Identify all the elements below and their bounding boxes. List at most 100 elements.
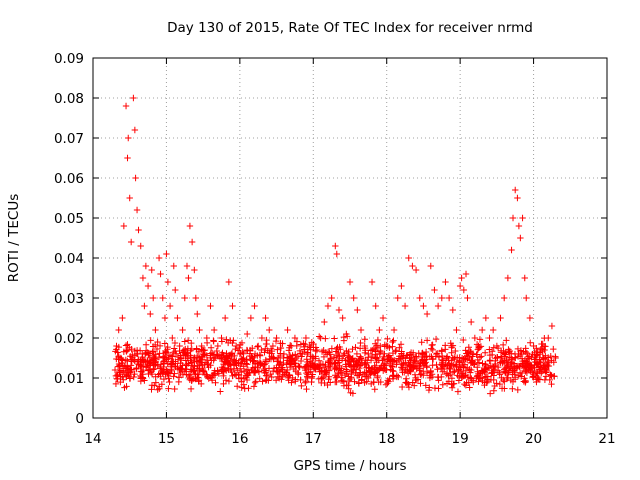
data-point xyxy=(497,314,504,322)
data-point xyxy=(177,354,185,362)
data-point xyxy=(434,366,441,373)
data-point xyxy=(242,372,250,379)
data-point xyxy=(324,302,332,310)
data-point xyxy=(218,334,225,342)
data-point xyxy=(199,365,207,373)
data-point xyxy=(381,362,388,369)
data-point xyxy=(321,318,328,326)
data-point xyxy=(534,350,541,358)
data-point xyxy=(152,379,160,386)
data-point xyxy=(183,262,191,270)
data-point xyxy=(365,350,372,358)
data-point xyxy=(442,278,449,286)
data-point xyxy=(284,373,292,380)
data-point xyxy=(252,378,259,385)
data-point xyxy=(352,344,359,351)
data-point xyxy=(144,282,152,290)
data-point xyxy=(399,361,407,369)
data-point xyxy=(280,350,288,358)
data-point xyxy=(423,337,431,344)
data-points xyxy=(111,94,559,397)
data-point xyxy=(186,376,194,383)
data-point xyxy=(341,350,348,358)
data-point xyxy=(171,345,178,352)
data-point xyxy=(188,238,196,246)
data-point xyxy=(210,338,217,345)
data-point xyxy=(527,339,534,346)
data-point xyxy=(369,365,376,372)
data-point xyxy=(114,349,121,356)
data-point xyxy=(275,362,282,369)
data-point xyxy=(374,354,381,362)
data-point xyxy=(217,388,224,395)
data-point xyxy=(417,380,424,387)
data-point xyxy=(318,375,326,382)
data-point xyxy=(291,359,298,367)
data-point xyxy=(403,379,410,386)
data-point xyxy=(493,380,500,387)
data-point xyxy=(222,359,229,366)
data-point xyxy=(163,250,170,258)
data-point xyxy=(414,376,422,383)
data-point xyxy=(164,278,172,286)
data-point xyxy=(169,334,176,342)
data-point xyxy=(426,353,434,360)
data-point xyxy=(362,357,369,364)
data-point xyxy=(370,379,377,386)
data-point xyxy=(262,358,269,365)
data-point xyxy=(163,356,170,363)
data-point xyxy=(236,365,244,372)
data-point xyxy=(159,294,166,302)
data-point xyxy=(285,358,293,366)
data-point xyxy=(234,347,242,354)
data-point xyxy=(243,376,251,384)
data-point xyxy=(350,294,357,302)
data-point xyxy=(251,302,258,310)
data-point xyxy=(490,387,498,394)
data-point xyxy=(182,352,189,359)
data-point xyxy=(170,373,177,380)
data-point xyxy=(263,376,270,384)
data-point xyxy=(456,359,463,366)
data-point xyxy=(276,361,283,368)
data-point xyxy=(438,360,446,368)
data-point xyxy=(401,369,408,376)
data-point xyxy=(462,270,470,278)
data-point xyxy=(462,371,469,379)
data-point xyxy=(351,378,358,385)
data-point xyxy=(460,286,468,294)
data-point xyxy=(174,314,181,322)
data-point xyxy=(158,381,166,388)
data-point xyxy=(277,344,284,352)
data-point xyxy=(285,374,292,382)
data-point xyxy=(493,342,501,350)
data-point xyxy=(476,353,484,361)
data-point xyxy=(371,386,378,393)
data-point xyxy=(420,368,427,375)
data-point xyxy=(448,375,456,382)
data-point xyxy=(522,363,530,371)
x-axis-label: GPS time / hours xyxy=(293,458,406,474)
data-point xyxy=(235,360,242,367)
data-point xyxy=(456,282,464,290)
data-point xyxy=(409,262,416,270)
x-tick-label: 16 xyxy=(231,431,248,447)
data-point xyxy=(126,375,134,382)
data-point xyxy=(460,336,467,344)
data-point xyxy=(541,346,548,354)
data-point xyxy=(145,359,153,367)
x-tick-label: 14 xyxy=(84,431,101,447)
data-point xyxy=(416,367,423,374)
data-point xyxy=(533,378,540,386)
data-point xyxy=(325,375,332,383)
data-point xyxy=(139,274,147,282)
data-point xyxy=(193,345,200,352)
data-point xyxy=(477,375,484,382)
data-point xyxy=(343,382,350,389)
data-point xyxy=(396,344,403,351)
data-point xyxy=(154,386,161,393)
data-point xyxy=(505,346,512,353)
data-point xyxy=(466,384,473,391)
y-tick-label: 0.04 xyxy=(54,251,84,267)
